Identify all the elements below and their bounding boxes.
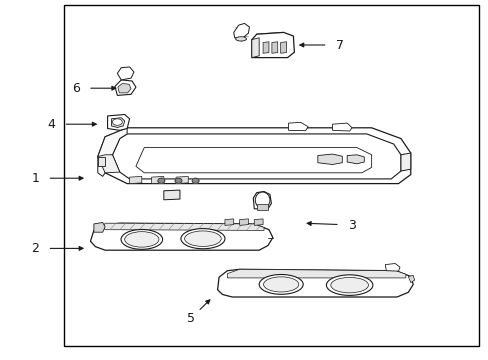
Polygon shape (288, 122, 307, 131)
Polygon shape (385, 264, 399, 271)
Ellipse shape (330, 278, 368, 293)
Text: 5: 5 (186, 312, 194, 325)
Polygon shape (280, 42, 286, 53)
Polygon shape (98, 157, 105, 166)
Bar (63, 5, 478, 346)
Ellipse shape (181, 229, 224, 249)
Polygon shape (98, 128, 410, 184)
Polygon shape (115, 80, 136, 95)
Polygon shape (163, 190, 180, 200)
Polygon shape (90, 223, 272, 250)
Polygon shape (94, 222, 105, 232)
Polygon shape (107, 114, 129, 130)
Ellipse shape (263, 277, 298, 292)
Circle shape (192, 178, 199, 183)
Polygon shape (136, 148, 371, 173)
Text: 2: 2 (31, 242, 39, 255)
Bar (257, 204, 267, 210)
Circle shape (175, 178, 182, 183)
Circle shape (158, 178, 164, 183)
Ellipse shape (121, 230, 162, 249)
Polygon shape (332, 123, 351, 131)
Polygon shape (102, 223, 264, 230)
Polygon shape (98, 155, 120, 173)
Ellipse shape (124, 232, 159, 247)
Polygon shape (251, 38, 259, 58)
Polygon shape (129, 176, 142, 184)
Ellipse shape (235, 37, 246, 41)
Polygon shape (407, 275, 414, 283)
Polygon shape (98, 128, 127, 176)
Polygon shape (254, 219, 263, 225)
Ellipse shape (255, 192, 269, 208)
Polygon shape (251, 32, 294, 58)
Polygon shape (112, 134, 400, 179)
Polygon shape (111, 118, 124, 127)
Polygon shape (117, 67, 134, 80)
Polygon shape (271, 42, 277, 53)
Polygon shape (253, 192, 271, 209)
Polygon shape (346, 155, 364, 164)
Ellipse shape (112, 119, 122, 125)
Polygon shape (217, 269, 412, 297)
Polygon shape (233, 23, 249, 38)
Text: 3: 3 (347, 219, 355, 231)
Text: 6: 6 (72, 82, 80, 95)
Polygon shape (400, 153, 410, 171)
Text: 1: 1 (31, 172, 39, 185)
Text: 4: 4 (47, 118, 55, 131)
Polygon shape (118, 84, 131, 93)
Text: 7: 7 (335, 39, 343, 51)
Ellipse shape (259, 275, 303, 294)
Ellipse shape (325, 275, 372, 295)
Polygon shape (151, 176, 163, 184)
Polygon shape (227, 269, 405, 278)
Ellipse shape (184, 231, 221, 246)
Polygon shape (239, 219, 248, 225)
Polygon shape (176, 176, 188, 184)
Polygon shape (263, 42, 268, 53)
Polygon shape (317, 154, 342, 165)
Polygon shape (224, 219, 233, 225)
